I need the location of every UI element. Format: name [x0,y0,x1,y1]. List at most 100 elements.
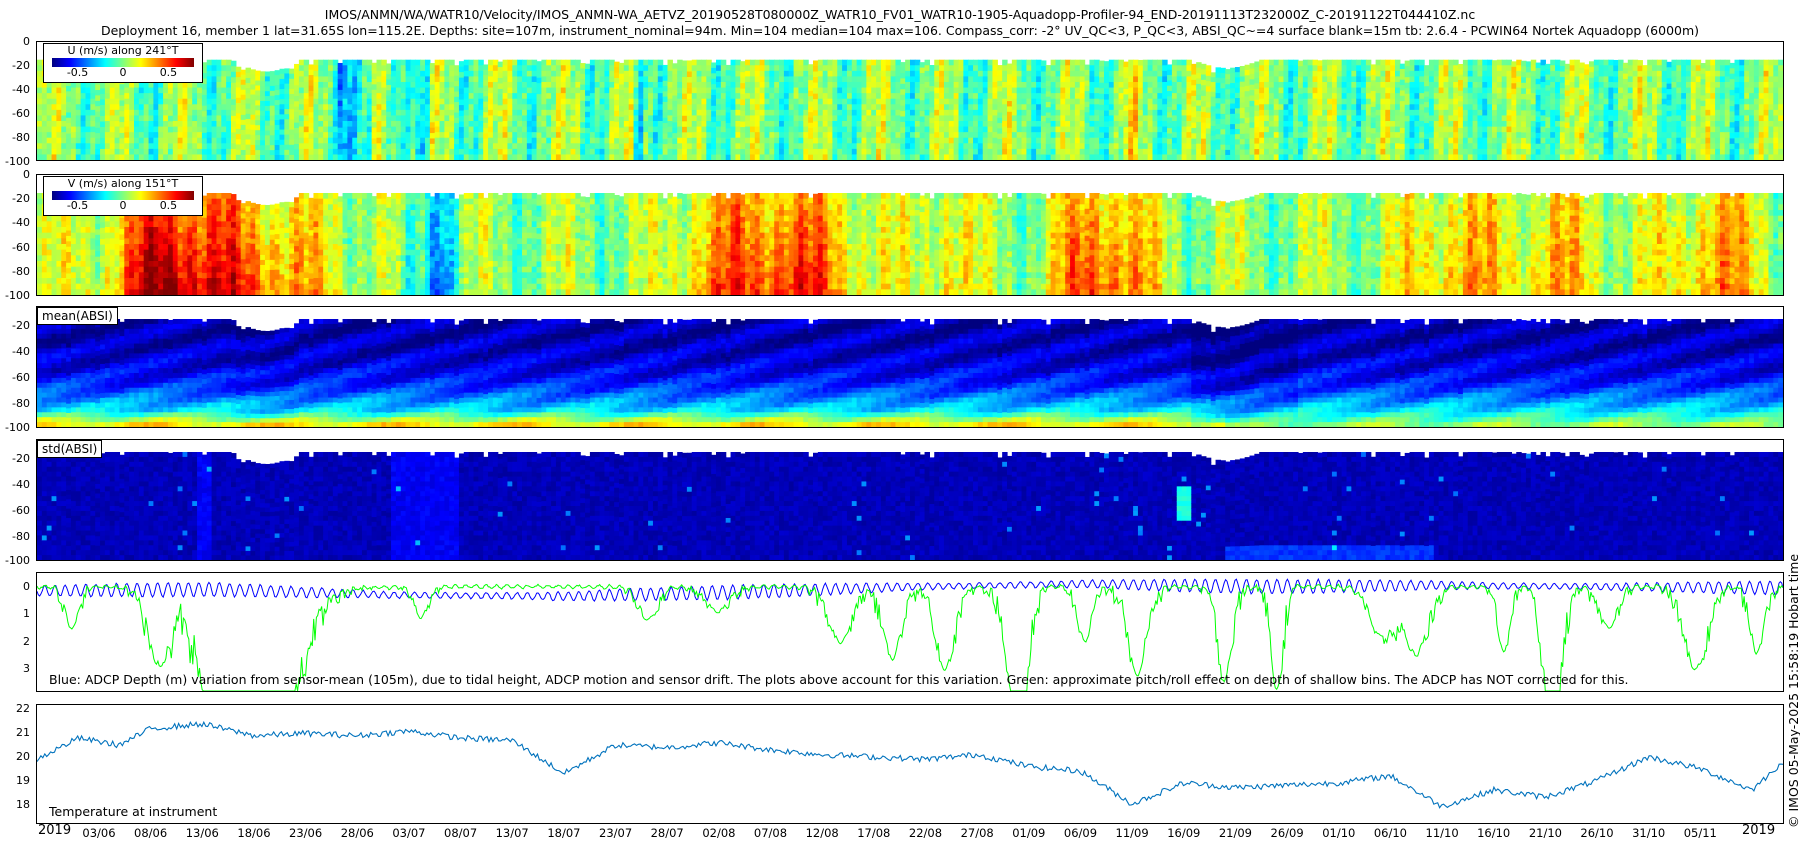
u-cell [468,120,475,128]
u-cell [1361,154,1367,160]
u-cell [526,148,533,156]
u-cell [308,144,315,150]
u-cell [808,117,814,124]
u-cell [463,120,470,128]
u-cell [1171,76,1178,83]
u-cell [1021,76,1027,83]
u-cell [1244,91,1251,98]
u-cell [623,87,630,94]
u-cell [434,70,441,78]
u-cell [323,132,329,139]
u-cell [37,93,43,100]
u-cell [1036,59,1042,66]
u-cell [628,76,635,83]
u-cell [507,98,513,105]
u-cell [1171,154,1178,160]
u-cell [1031,132,1037,139]
u-cell [968,98,974,105]
u-cell [846,115,853,122]
u-cell [1331,143,1338,150]
u-cell [90,93,96,100]
u-cell [759,154,766,160]
u-cell [1191,154,1197,160]
u-cell [1162,70,1168,78]
u-cell [832,137,838,144]
u-cell [1327,143,1333,150]
u-cell [294,111,300,118]
u-cell [895,87,901,94]
u-cell [871,81,877,89]
u-cell [706,109,712,117]
u-cell [943,137,950,144]
u-cell [963,70,969,78]
u-cell [201,94,208,101]
u-cell [551,126,557,133]
u-cell [589,76,596,83]
u-cell [1055,87,1061,94]
u-cell [395,65,402,72]
u-cell [163,132,169,139]
u-cell [1259,143,1265,150]
u-cell [924,93,930,100]
u-cell [366,154,373,160]
u-cell [638,115,644,122]
u-cell [716,87,722,94]
u-cell [1298,137,1304,145]
u-cell [1050,65,1057,72]
u-cell [439,87,445,94]
u-cell [551,65,557,72]
u-cell [114,87,121,94]
u-cell [575,104,581,111]
u-cell [167,115,174,122]
u-cell [1254,66,1260,74]
u-cell [701,81,707,89]
u-cell [420,126,426,133]
u-cell [662,144,669,151]
u-cell [376,104,382,111]
u-cell [619,122,625,129]
u-cell [420,76,426,83]
u-cell [1084,75,1091,82]
u-cell [769,76,775,83]
u-cell [1050,154,1057,160]
u-cell [434,120,441,128]
u-cell [473,143,479,150]
u-cell [1336,70,1343,78]
u-cell [735,148,741,156]
u-cell [1016,104,1023,111]
u-cell [1283,81,1289,89]
u-cell [211,59,218,66]
u-cell [1278,104,1285,111]
u-cell [861,132,867,139]
u-cell [1181,98,1188,105]
u-cell [1351,115,1357,122]
u-cell [1346,98,1352,105]
u-cell [749,109,756,117]
u-cell [861,143,867,150]
u-cell [876,126,882,133]
u-cell [958,81,964,89]
u-cell [648,65,654,72]
u-cell [235,139,242,146]
u-cell [347,132,353,139]
u-cell [546,104,552,111]
u-cell [66,96,72,103]
u-cell [269,100,276,107]
u-cell [124,154,130,160]
u-cell [895,148,901,156]
u-cell [468,109,475,117]
u-cell [686,99,693,106]
u-cell [846,76,853,83]
u-cell [425,143,431,150]
u-cell [483,64,489,71]
u-cell [711,122,717,129]
u-cell [682,88,688,95]
u-cell [827,143,833,150]
u-cell [827,154,833,160]
u-cell [919,105,926,112]
u-cell [1157,132,1163,139]
u-cell [842,115,848,122]
u-cell [444,104,450,111]
u-cell [1007,74,1013,81]
u-cell [929,91,935,98]
